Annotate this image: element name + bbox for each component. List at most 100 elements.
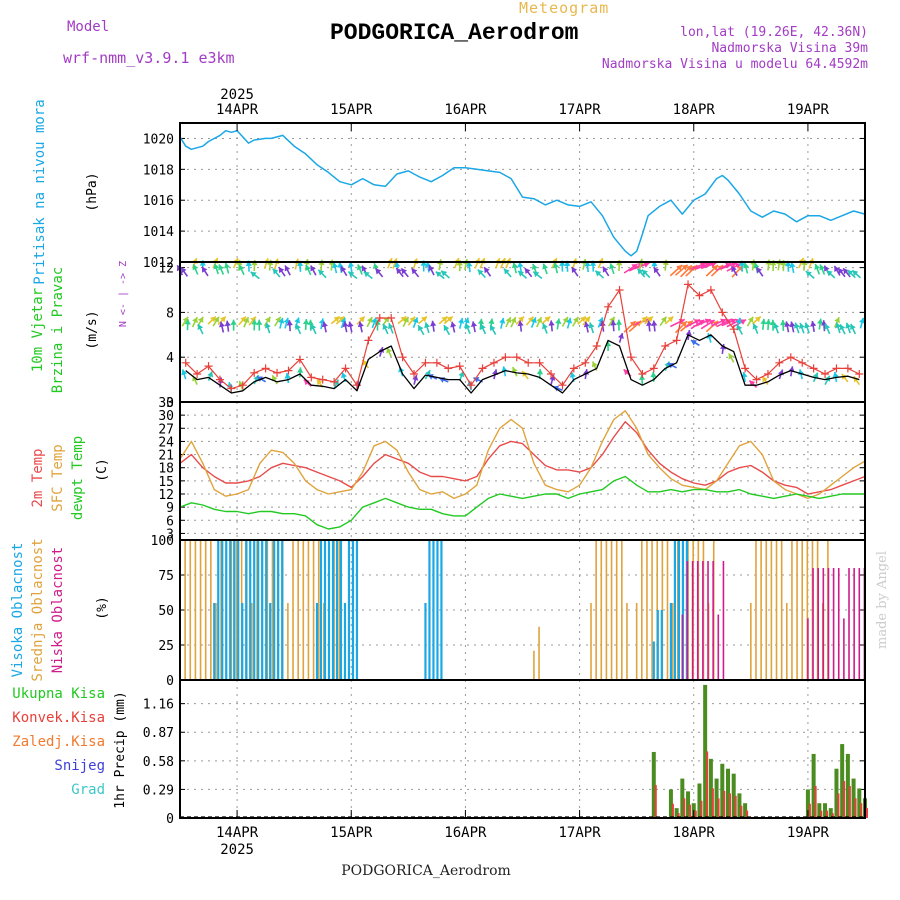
- y-tick-label-1: 8: [166, 306, 174, 321]
- wind-arrow-head: [838, 268, 844, 275]
- wind-arrow-head: [705, 262, 711, 268]
- wind-arrow-head: [708, 320, 715, 326]
- wind-arrow-head: [305, 264, 312, 271]
- x-label-top: 16APR: [444, 102, 487, 118]
- wind-arrow-head: [321, 321, 328, 328]
- precip-bar: [851, 778, 856, 818]
- wind-arrow-head: [595, 270, 602, 277]
- wind-arrow-head: [779, 319, 787, 326]
- gust-marker: [444, 364, 453, 373]
- wind-arrow-head: [230, 319, 237, 325]
- y-tick-label-2: 9: [166, 501, 174, 516]
- gust-marker: [821, 370, 830, 378]
- precip-conv-bar: [848, 785, 851, 818]
- gust-marker: [489, 358, 498, 367]
- precip-bar: [714, 778, 719, 818]
- wind-arrow-head: [480, 323, 486, 330]
- temp-axis-title-0: 2m Temp: [30, 448, 46, 507]
- gust-marker: [524, 358, 533, 367]
- wind-arrow-head: [297, 367, 304, 373]
- wind-arrow-head: [213, 263, 220, 270]
- wind-arrow-head: [458, 317, 465, 324]
- y-tick-label-3: 100: [151, 534, 174, 549]
- wind-arrow-head: [804, 322, 811, 329]
- precip-bar: [823, 803, 828, 818]
- gust-marker: [512, 353, 521, 362]
- wind-arrow-head: [741, 371, 748, 378]
- temp-unit: (C): [95, 458, 110, 481]
- gust-marker: [798, 358, 807, 367]
- precip-conv-bar: [866, 808, 868, 818]
- wind-arrow-head: [517, 320, 524, 327]
- wind-arrow-head: [789, 262, 796, 268]
- gust-marker: [467, 381, 476, 390]
- precip-conv-bar: [814, 785, 817, 818]
- y-tick-label-4: 0: [166, 812, 174, 827]
- precip-conv-bar: [671, 803, 674, 818]
- wind-arrow-head: [357, 321, 364, 328]
- wind-arrow-head: [356, 264, 363, 271]
- gust-marker: [638, 370, 647, 378]
- gust-line: [185, 283, 860, 390]
- wind-arrow-head: [542, 263, 549, 270]
- cloud-axis-title-2: Niska Oblacnost: [50, 547, 66, 673]
- gust-marker: [855, 370, 864, 378]
- x-label-bottom: 18APR: [673, 825, 716, 841]
- wind-arrow-head: [544, 316, 551, 323]
- gust-marker: [706, 286, 715, 294]
- wind-arrow-head: [579, 316, 586, 323]
- precip-bar: [680, 778, 685, 818]
- model-name: wrf-nmm_v3.9.1 e3km: [63, 49, 235, 67]
- wind-arrow-head: [631, 264, 638, 270]
- wind-arrow-head: [207, 371, 214, 378]
- gust-marker: [684, 280, 693, 289]
- wind-arrow-head: [834, 265, 840, 272]
- precip-bar: [674, 808, 679, 818]
- precip-bar: [697, 783, 702, 818]
- wind-arrow-head: [681, 264, 688, 271]
- precip-conv-bar: [746, 810, 749, 818]
- wind-arrow-head: [735, 317, 742, 324]
- wind-arrow-head: [256, 319, 263, 325]
- wind-arrow-head: [286, 320, 293, 326]
- wind-arrow-head: [307, 319, 314, 325]
- gust-marker: [809, 364, 818, 373]
- wind-arrow-head: [318, 269, 325, 276]
- wind-arrow-head: [302, 319, 310, 325]
- wind-arrow-head: [394, 261, 401, 268]
- wind-arrow-head: [573, 316, 579, 323]
- wind-arrow-head: [773, 322, 780, 329]
- wind-arrow-head: [843, 268, 849, 275]
- gust-marker: [752, 375, 761, 384]
- precip-conv-bar: [740, 805, 743, 818]
- wind-arrow-head: [458, 371, 465, 378]
- wind-arrow-head: [518, 316, 524, 323]
- wind-arrow-head: [484, 267, 490, 274]
- precip-conv-bar: [837, 793, 840, 818]
- gust-marker: [261, 364, 270, 373]
- wind-arrow-head: [835, 322, 842, 329]
- precip-bar: [703, 684, 708, 818]
- cloud-axis-title-0: Visoka Oblacnost: [10, 543, 26, 678]
- wind-arrow-head: [738, 260, 746, 266]
- wind-arrow-head: [310, 323, 317, 330]
- wind-arrow-head: [646, 320, 653, 326]
- precip-bar: [737, 793, 742, 818]
- wind-arrow-head: [341, 372, 347, 379]
- precip-legend-hail: Grad: [71, 782, 105, 798]
- precip-bar: [845, 753, 850, 818]
- y-tick-label-0: 1020: [143, 132, 174, 147]
- wind-arrow-head: [210, 316, 216, 323]
- gust-marker: [410, 370, 419, 378]
- precip-conv-bar: [808, 803, 811, 818]
- wind-arrow-head: [477, 318, 484, 325]
- wind-arrow-head: [332, 262, 339, 269]
- gust-marker: [581, 358, 590, 367]
- gust-marker: [295, 355, 304, 364]
- wind-arrow-head: [403, 316, 409, 323]
- wind-arrow-head: [490, 325, 496, 332]
- wind-arrow-head: [784, 321, 791, 328]
- wind-arrow-head: [363, 271, 370, 278]
- y-tick-label-2: 33: [158, 396, 174, 411]
- y-tick-label-0: 1012: [143, 256, 174, 271]
